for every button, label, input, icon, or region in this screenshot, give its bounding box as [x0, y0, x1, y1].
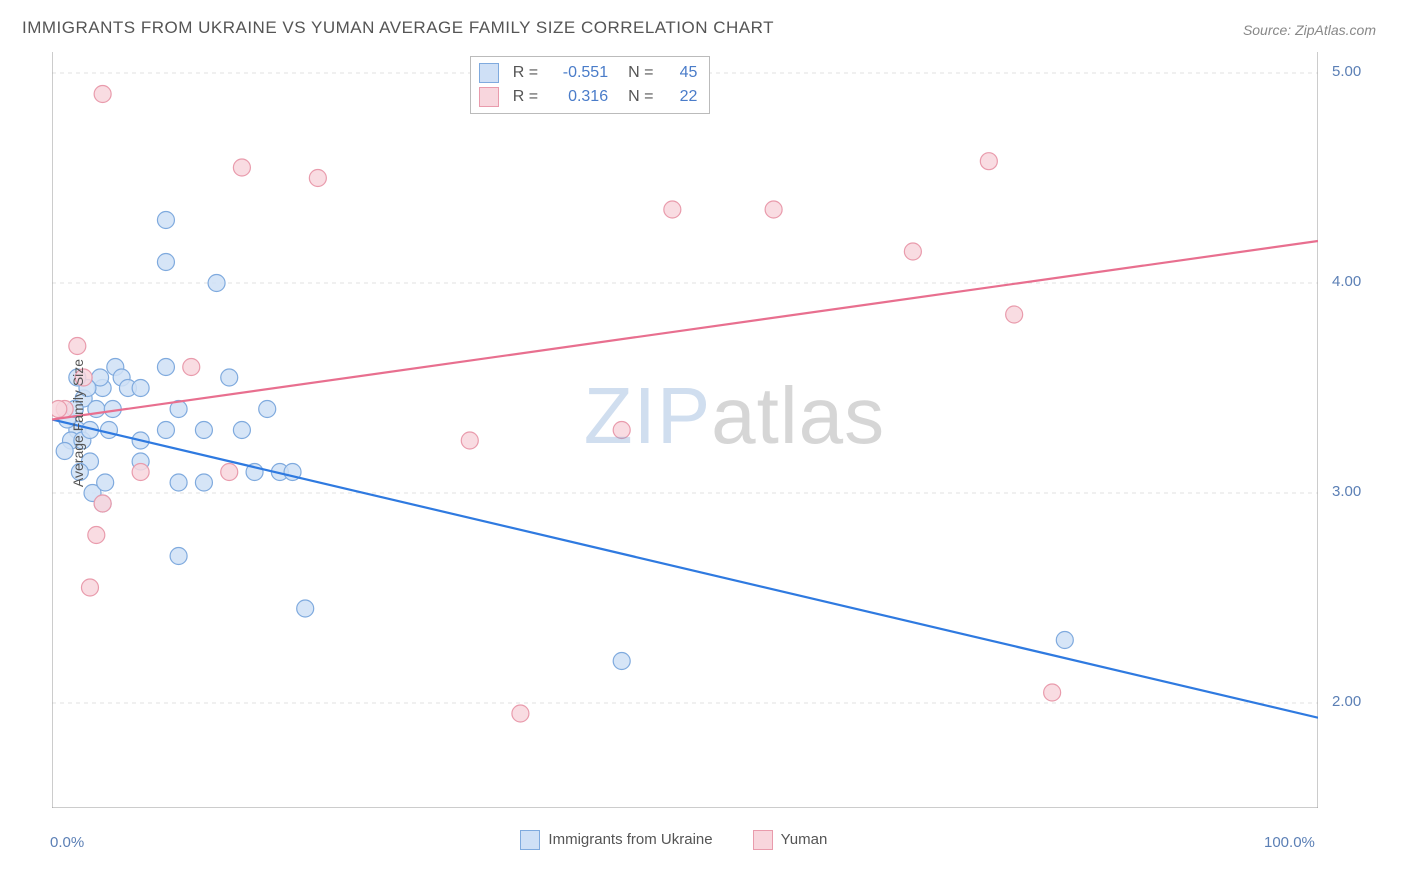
legend-r-value: -0.551 [544, 61, 608, 85]
legend-r-label: R = [513, 61, 538, 85]
legend-n-label: N = [628, 61, 653, 85]
series-legend: Immigrants from Ukraine Yuman [520, 830, 827, 850]
y-tick-label: 3.00 [1332, 483, 1361, 500]
y-tick-label: 5.00 [1332, 63, 1361, 80]
legend-r-label: R = [513, 85, 538, 109]
x-tick-label: 100.0% [1264, 834, 1315, 851]
legend-n-value: 45 [659, 61, 697, 85]
legend-swatch [520, 830, 540, 850]
legend-item: Yuman [753, 830, 828, 850]
y-axis-label: Average Family Size [70, 359, 86, 487]
legend-n-value: 22 [659, 85, 697, 109]
legend-row: R =-0.551 N =45 [479, 61, 698, 85]
legend-r-value: 0.316 [544, 85, 608, 109]
legend-row: R =0.316 N =22 [479, 85, 698, 109]
chart-title: IMMIGRANTS FROM UKRAINE VS YUMAN AVERAGE… [22, 18, 774, 38]
legend-swatch [753, 830, 773, 850]
y-tick-label: 2.00 [1332, 693, 1361, 710]
chart-container: IMMIGRANTS FROM UKRAINE VS YUMAN AVERAGE… [0, 0, 1406, 892]
legend-n-label: N = [628, 85, 653, 109]
x-tick-label: 0.0% [50, 834, 84, 851]
legend-label: Yuman [781, 831, 828, 848]
scatter-plot [52, 52, 1318, 808]
legend-swatch [479, 63, 499, 83]
source-label: Source: ZipAtlas.com [1243, 22, 1376, 38]
correlation-legend: R =-0.551 N =45 R =0.316 N =22 [470, 56, 711, 114]
legend-swatch [479, 87, 499, 107]
legend-item: Immigrants from Ukraine [520, 830, 712, 850]
legend-label: Immigrants from Ukraine [548, 831, 712, 848]
y-tick-label: 4.00 [1332, 273, 1361, 290]
